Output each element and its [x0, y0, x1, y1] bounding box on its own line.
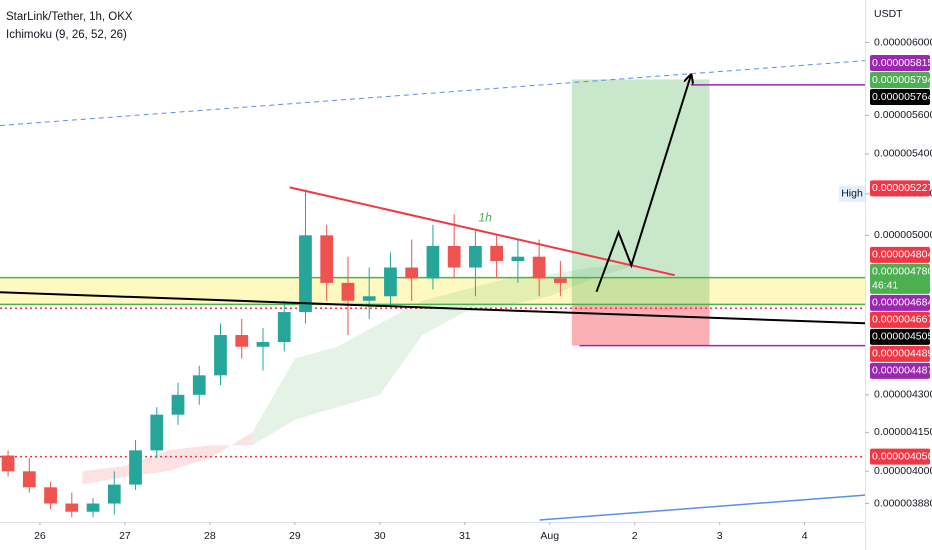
x-tick-label: 3	[717, 530, 723, 542]
y-tick-label: 0.000003880	[874, 497, 932, 509]
x-tick-label: 2	[632, 530, 638, 542]
ichimoku-cloud	[294, 346, 338, 420]
y-tick-label: 0.000005400	[874, 148, 932, 160]
ichimoku-cloud	[422, 289, 465, 336]
candle-body	[1, 455, 15, 472]
x-tick-label: 28	[204, 530, 216, 542]
y-tick-label: 0.000004300	[874, 389, 932, 401]
trend-line	[289, 186, 675, 277]
candle-body	[554, 278, 567, 283]
candle-body	[129, 450, 142, 485]
candle-body	[320, 235, 334, 283]
candle-body	[44, 487, 57, 504]
candle-body	[447, 245, 461, 268]
candle-body	[86, 503, 100, 512]
price-badge	[870, 328, 930, 345]
price-badge	[870, 71, 930, 88]
candle-body	[362, 296, 376, 301]
high-tag-bg	[839, 185, 865, 202]
x-tick-label: 26	[34, 530, 46, 542]
trend-line	[0, 60, 866, 127]
x-tick-label: 31	[459, 530, 471, 542]
price-badge-label: 0.000004684	[872, 297, 932, 309]
price-badge	[870, 362, 930, 379]
price-badge-label: 0.000004780	[872, 266, 932, 278]
candle-body	[384, 267, 397, 297]
y-tick-label: 0.000006000	[874, 36, 932, 48]
countdown: 46:41	[872, 280, 898, 292]
candle-body	[22, 471, 36, 488]
x-tick-label: 27	[119, 530, 131, 542]
price-badge-label: 0.000004804	[872, 249, 932, 261]
price-badge	[870, 180, 930, 197]
price-axis: 0.000006000 0.000005600 0.000005400 0.00000…	[839, 36, 932, 509]
candle-body	[150, 414, 164, 451]
candle-body	[256, 342, 270, 347]
ichimoku-cloud	[167, 445, 210, 472]
indicator-label: Ichimoku (9, 26, 52, 26)	[6, 29, 127, 41]
candle-body	[532, 256, 546, 279]
candle-body	[171, 394, 185, 415]
trend-line	[595, 76, 690, 293]
candle-body	[277, 312, 291, 343]
x-tick-label: 4	[802, 530, 808, 542]
price-badge	[870, 345, 930, 362]
y-tick-label: 0.000004150	[874, 426, 932, 438]
chart-title: StarLink/Tether, 1h, OKX	[6, 11, 133, 23]
candle-body	[107, 484, 121, 504]
candle-body	[235, 335, 249, 347]
candle-body	[299, 235, 312, 313]
high-tag: High	[841, 188, 863, 200]
axis-unit: USDT	[874, 8, 903, 20]
trend-line	[0, 291, 866, 325]
candle-body	[405, 267, 419, 279]
candle-body	[490, 245, 504, 262]
annotation: 1h	[479, 211, 493, 225]
price-badge-label: 0.000004489	[872, 348, 932, 360]
price-badge-label: 0.000004487	[872, 365, 932, 377]
price-badge	[870, 263, 930, 294]
candle-body	[192, 375, 206, 395]
x-tick-label: 30	[374, 530, 386, 542]
candle-body	[469, 245, 482, 268]
price-badge-label: 0.000005815	[872, 57, 932, 69]
y-tick-label: 0.000004000	[874, 465, 932, 477]
price-badge	[870, 246, 930, 263]
price-badge	[870, 448, 930, 465]
price-badge-label: 0.000005227	[872, 182, 932, 194]
candle-body	[341, 282, 355, 301]
ichimoku-cloud	[82, 466, 125, 485]
price-badge	[870, 311, 930, 328]
ichimoku-cloud	[209, 432, 253, 459]
x-tick-label: 29	[289, 530, 301, 542]
position-profit	[571, 79, 710, 305]
ichimoku-cloud	[379, 300, 423, 395]
y-tick-label: 0.000005600	[874, 109, 932, 121]
price-badge	[870, 294, 930, 311]
x-tick-label: Aug	[540, 530, 559, 542]
price-badge	[870, 88, 930, 105]
plot-area: 1h	[0, 60, 866, 521]
price-badge-label: 0.000005764	[872, 91, 932, 103]
candle-body	[511, 256, 525, 262]
price-badge-label: 0.000004056	[872, 450, 932, 462]
candle-body	[214, 335, 227, 376]
price-badge	[870, 54, 930, 71]
ichimoku-cloud	[252, 358, 295, 446]
position-loss	[571, 304, 710, 346]
candle-body	[426, 245, 440, 279]
price-badge-label: 0.000005794	[872, 74, 932, 86]
price-badge-label: 0.000004667	[872, 314, 932, 326]
ichimoku-cloud	[337, 323, 380, 408]
candle-body	[65, 503, 79, 512]
price-badge-label: 0.000004505	[872, 331, 932, 343]
y-tick-label: 0.000005000	[874, 229, 932, 241]
trend-line	[539, 494, 866, 521]
